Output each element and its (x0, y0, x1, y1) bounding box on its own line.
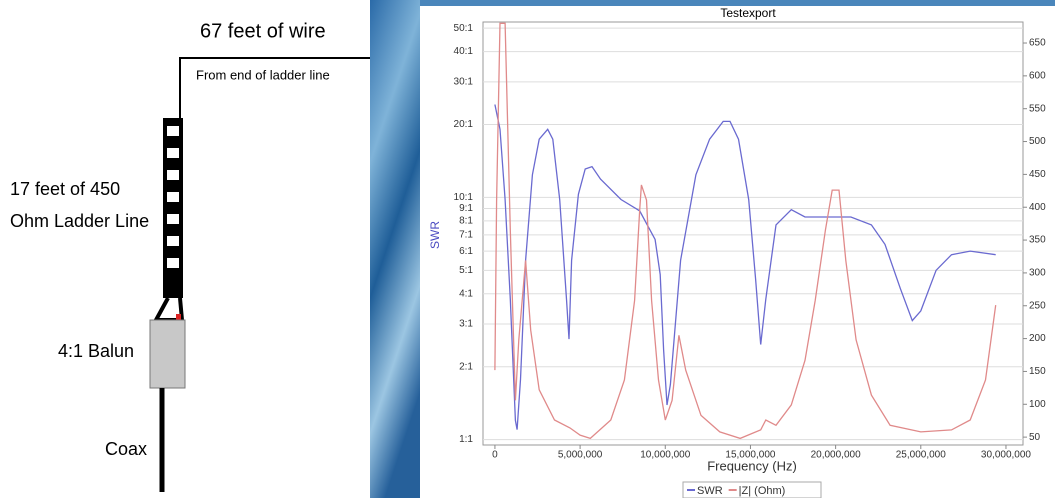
x-axis-label: Frequency (Hz) (707, 458, 797, 473)
y-tick-label: 30:1 (454, 76, 474, 87)
ladder-label: 17 feet of 450 (10, 179, 120, 199)
y2-tick-label: 50 (1029, 432, 1041, 443)
y2-tick-label: 500 (1029, 136, 1046, 147)
y-tick-label: 6:1 (459, 246, 473, 257)
y-tick-label: 20:1 (454, 119, 474, 130)
y2-tick-label: 150 (1029, 366, 1046, 377)
y2-tick-label: 600 (1029, 71, 1046, 82)
balun-label: 4:1 Balun (58, 341, 134, 361)
wire (179, 57, 370, 118)
y2-tick-label: 400 (1029, 202, 1046, 213)
x-tick-label: 10,000,000 (640, 450, 690, 461)
top-strip (420, 0, 1055, 6)
y-tick-label: 2:1 (459, 361, 473, 372)
x-tick-label: 25,000,000 (896, 450, 946, 461)
legend-box (682, 481, 822, 498)
y-tick-label: 4:1 (459, 288, 473, 299)
y-axis-label: SWR (428, 221, 442, 249)
series-line (494, 104, 996, 430)
wire-label: 67 feet of wire (200, 20, 326, 42)
series-line (494, 22, 997, 440)
y2-tick-label: 350 (1029, 235, 1046, 246)
legend-label: SWR (697, 485, 723, 497)
connector (176, 314, 181, 320)
water-strip (370, 0, 420, 498)
y-tick-label: 8:1 (459, 216, 473, 227)
antenna-diagram: 67 feet of wire From end of ladder line … (10, 20, 370, 492)
x-tick-label: 30,000,000 (981, 450, 1031, 461)
y2-tick-label: 100 (1029, 399, 1046, 410)
ladder-label: Ohm Ladder Line (10, 211, 149, 231)
y2-tick-label: 450 (1029, 169, 1046, 180)
chart: Testexport Frequency (Hz) SWR 1:1 2:1 3:1 4… (428, 6, 1046, 498)
ladder-line (163, 118, 183, 298)
y-tick-label: 7:1 (459, 230, 473, 241)
chart-title: Testexport (720, 6, 776, 20)
y-tick-label: 5:1 (459, 265, 473, 276)
balun (149, 319, 186, 389)
x-tick-label: 15,000,000 (725, 450, 775, 461)
wire-note: From end of ladder line (196, 67, 330, 82)
y2-tick-label: 650 (1029, 38, 1046, 49)
y2-tick-label: 200 (1029, 333, 1046, 344)
y2-tick-label: 250 (1029, 300, 1046, 311)
x-tick-label: 0 (492, 450, 498, 461)
y-tick-label: 10:1 (454, 192, 474, 203)
y2-tick-label: 300 (1029, 268, 1046, 279)
legend-label: |Z| (Ohm) (739, 485, 786, 497)
y-tick-label: 40:1 (454, 46, 474, 57)
x-tick-label: 5,000,000 (558, 450, 603, 461)
ladder-gaps (167, 126, 179, 268)
y-tick-label: 50:1 (454, 23, 474, 34)
coax-label: Coax (105, 439, 147, 459)
y-tick-label: 3:1 (459, 319, 473, 330)
y-tick-label: 9:1 (459, 203, 473, 214)
x-tick-label: 20,000,000 (811, 450, 861, 461)
y2-tick-label: 550 (1029, 103, 1046, 114)
plot-area (482, 21, 1024, 446)
y-tick-label: 1:1 (459, 434, 473, 445)
